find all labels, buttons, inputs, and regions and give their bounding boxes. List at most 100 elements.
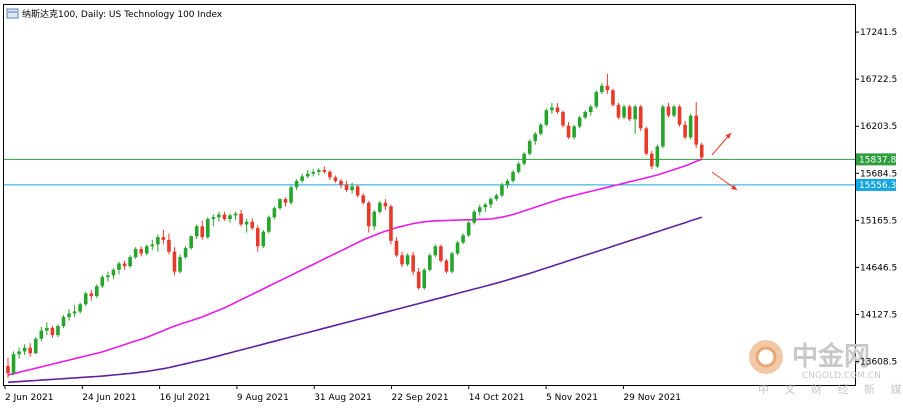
y-tick-label: 15165.5 bbox=[860, 216, 897, 226]
candle-body bbox=[466, 222, 471, 236]
y-tick-label: 14646.5 bbox=[860, 263, 897, 273]
candle-body bbox=[89, 293, 94, 297]
candle-body bbox=[583, 112, 587, 118]
candle-body bbox=[211, 217, 216, 220]
candle bbox=[161, 229, 166, 245]
candle-body bbox=[222, 214, 227, 220]
candle bbox=[577, 115, 582, 129]
candle-body bbox=[577, 117, 582, 127]
candle-body bbox=[688, 115, 693, 138]
candle bbox=[128, 255, 132, 269]
candle bbox=[72, 305, 77, 317]
candle bbox=[405, 253, 410, 267]
candle bbox=[183, 246, 188, 259]
candle bbox=[61, 315, 66, 328]
candle-body bbox=[483, 204, 488, 208]
candle-body bbox=[661, 106, 665, 147]
candle bbox=[655, 144, 660, 169]
candle bbox=[305, 170, 310, 179]
candle-body bbox=[311, 171, 316, 174]
candle-body bbox=[472, 211, 476, 223]
candle-body bbox=[206, 219, 210, 238]
candle bbox=[605, 73, 610, 94]
candle bbox=[672, 104, 676, 118]
forecast-arrows bbox=[711, 132, 738, 191]
plot-frame bbox=[3, 4, 856, 386]
candle-body bbox=[555, 107, 560, 113]
candle bbox=[638, 104, 643, 132]
candle bbox=[156, 234, 160, 252]
candle bbox=[83, 291, 88, 307]
candle bbox=[494, 193, 499, 201]
candle bbox=[444, 258, 449, 274]
candle bbox=[466, 220, 471, 238]
candle bbox=[267, 215, 271, 234]
down-arrow-icon bbox=[711, 171, 738, 191]
candle bbox=[500, 182, 504, 198]
candle bbox=[650, 151, 654, 170]
candle bbox=[450, 251, 454, 274]
candle bbox=[699, 142, 704, 161]
horizontal-levels[interactable] bbox=[4, 158, 855, 186]
candle-body bbox=[17, 351, 21, 355]
candle bbox=[422, 268, 427, 290]
candle-body bbox=[561, 112, 565, 126]
candle-body bbox=[361, 195, 365, 203]
candle-body bbox=[72, 311, 77, 314]
x-tick-label: 2 Jun 2021 bbox=[5, 393, 53, 403]
candle-body bbox=[544, 110, 549, 125]
y-tick-label: 16203.5 bbox=[860, 122, 897, 132]
candle-body bbox=[383, 202, 388, 207]
candle bbox=[217, 211, 221, 222]
candle bbox=[544, 108, 549, 127]
candle-body bbox=[389, 206, 393, 241]
x-axis: 2 Jun 2021 24 Jun 2021 16 Jul 2021 9 Aug 20… bbox=[4, 385, 681, 403]
candle bbox=[483, 202, 488, 212]
candle bbox=[683, 121, 687, 140]
candle-body bbox=[539, 124, 543, 134]
x-tick-label: 9 Aug 2021 bbox=[237, 393, 289, 403]
candle bbox=[389, 204, 393, 245]
candle-body bbox=[278, 199, 282, 209]
candle bbox=[455, 240, 460, 256]
candle-body bbox=[372, 211, 377, 227]
candle bbox=[328, 170, 332, 181]
candle-body bbox=[455, 242, 460, 254]
candle-body bbox=[150, 244, 155, 247]
candle bbox=[200, 220, 205, 240]
candle bbox=[261, 229, 266, 249]
candle-body bbox=[572, 126, 576, 138]
candle-body bbox=[28, 347, 32, 354]
candle-body bbox=[350, 186, 354, 191]
y-tick-label: 17241.5 bbox=[860, 28, 897, 38]
candle bbox=[561, 110, 565, 128]
candle bbox=[206, 217, 210, 239]
candle bbox=[106, 271, 110, 282]
candle-body bbox=[200, 226, 205, 238]
candles bbox=[6, 73, 704, 378]
candle bbox=[527, 139, 532, 156]
candle-body bbox=[144, 246, 149, 254]
candle bbox=[50, 326, 55, 338]
candle-body bbox=[333, 177, 338, 181]
candle-body bbox=[461, 235, 465, 243]
candle-body bbox=[611, 90, 615, 105]
candle bbox=[255, 225, 260, 252]
candle bbox=[317, 168, 321, 176]
candle bbox=[372, 209, 377, 230]
candle bbox=[400, 251, 404, 268]
candle bbox=[178, 254, 182, 274]
ma-line-fast bbox=[7, 158, 703, 376]
candle-body bbox=[61, 316, 66, 327]
price-tag-support bbox=[856, 178, 896, 191]
candle bbox=[333, 175, 338, 183]
candle bbox=[378, 200, 382, 214]
candle-body bbox=[106, 275, 110, 278]
candle bbox=[89, 289, 94, 301]
candle bbox=[228, 213, 232, 223]
candle bbox=[522, 151, 526, 166]
candle-body bbox=[244, 221, 249, 225]
candle-body bbox=[527, 141, 532, 154]
candle-body bbox=[233, 213, 238, 216]
candle-body bbox=[272, 208, 277, 218]
